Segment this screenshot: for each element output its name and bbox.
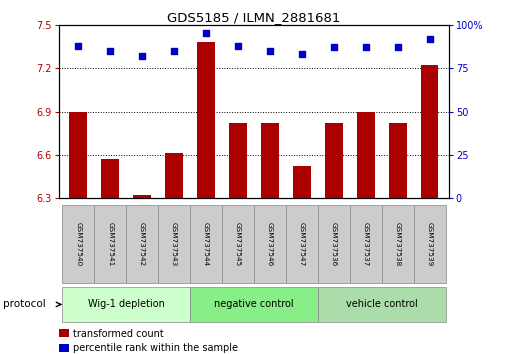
Bar <box>62 287 190 322</box>
Bar <box>59 344 69 353</box>
Text: GSM737536: GSM737536 <box>331 222 337 266</box>
Bar <box>158 205 190 283</box>
Point <box>426 36 434 41</box>
Bar <box>102 159 119 198</box>
Text: GSM737544: GSM737544 <box>203 222 209 266</box>
Text: GSM737546: GSM737546 <box>267 222 273 266</box>
Bar <box>389 123 406 198</box>
Bar <box>293 166 311 198</box>
Point <box>362 45 370 50</box>
Text: GSM737539: GSM737539 <box>427 222 432 266</box>
Point <box>234 43 242 48</box>
Text: GSM737543: GSM737543 <box>171 222 177 266</box>
Bar <box>261 123 279 198</box>
Text: protocol: protocol <box>3 299 45 309</box>
Bar <box>325 123 343 198</box>
Point <box>266 48 274 53</box>
Text: GSM737545: GSM737545 <box>235 222 241 266</box>
Bar <box>350 205 382 283</box>
Point <box>74 43 82 48</box>
Title: GDS5185 / ILMN_2881681: GDS5185 / ILMN_2881681 <box>167 11 341 24</box>
Bar <box>69 112 87 198</box>
Bar <box>165 153 183 198</box>
Bar <box>94 205 126 283</box>
Bar <box>318 205 350 283</box>
Bar <box>197 42 215 198</box>
Point <box>393 45 402 50</box>
Text: GSM737547: GSM737547 <box>299 222 305 266</box>
Bar <box>286 205 318 283</box>
Point <box>202 30 210 36</box>
Bar <box>222 205 254 283</box>
Bar <box>421 65 439 198</box>
Point <box>330 45 338 50</box>
Point <box>170 48 178 53</box>
Text: Wig-1 depletion: Wig-1 depletion <box>88 299 165 309</box>
Bar <box>126 205 158 283</box>
Text: transformed count: transformed count <box>73 330 164 339</box>
Text: GSM737540: GSM737540 <box>75 222 81 266</box>
Text: percentile rank within the sample: percentile rank within the sample <box>73 343 238 353</box>
Bar <box>190 205 222 283</box>
Text: GSM737538: GSM737538 <box>394 222 401 266</box>
Text: GSM737537: GSM737537 <box>363 222 369 266</box>
Bar <box>382 205 413 283</box>
Bar <box>254 205 286 283</box>
Bar <box>59 329 69 337</box>
Point <box>298 51 306 57</box>
Text: negative control: negative control <box>214 299 294 309</box>
Bar <box>413 205 446 283</box>
Bar <box>318 287 446 322</box>
Bar <box>190 287 318 322</box>
Point <box>106 48 114 53</box>
Bar <box>229 123 247 198</box>
Text: GSM737542: GSM737542 <box>139 222 145 266</box>
Text: GSM737541: GSM737541 <box>107 222 113 266</box>
Bar <box>357 112 374 198</box>
Bar <box>133 195 151 198</box>
Text: vehicle control: vehicle control <box>346 299 418 309</box>
Point <box>138 53 146 59</box>
Bar <box>62 205 94 283</box>
